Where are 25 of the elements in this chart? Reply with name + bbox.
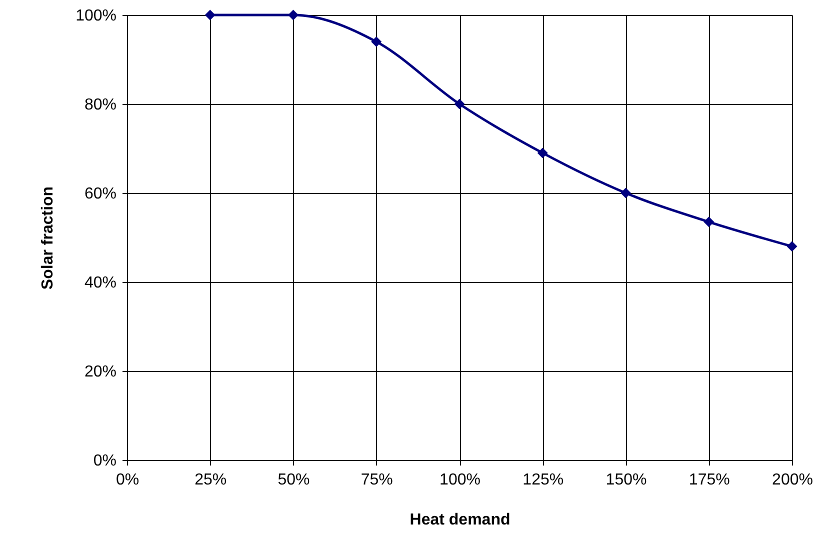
point	[620, 188, 631, 198]
x-axis-title: Heat demand	[410, 512, 510, 528]
x-tick-label: 25%	[194, 472, 227, 488]
point	[537, 148, 548, 158]
x-tick-label: 50%	[278, 472, 310, 488]
point	[704, 216, 714, 228]
point	[454, 98, 465, 110]
point	[371, 36, 382, 47]
x-tick-label: 100%	[440, 472, 480, 488]
point	[204, 10, 216, 20]
y-tick-label: 20%	[84, 364, 116, 380]
y-tick-label: 80%	[84, 96, 116, 114]
x-tick-label: 150%	[606, 472, 647, 488]
y-tick-label: 40%	[84, 274, 116, 292]
y-axis-title: Solar fraction	[40, 186, 57, 290]
y-tick-label: 0%	[93, 452, 116, 470]
x-tick-label: 0%	[116, 472, 140, 488]
x-tick-label: 125%	[522, 472, 564, 488]
point	[786, 241, 798, 252]
y-tick-label: 100%	[76, 8, 116, 24]
x-tick-label: 75%	[360, 472, 393, 488]
x-tick-label: 200%	[772, 472, 813, 488]
point	[288, 10, 298, 20]
x-tick-label: 175%	[688, 472, 730, 488]
y-tick-label: 60%	[84, 186, 116, 202]
